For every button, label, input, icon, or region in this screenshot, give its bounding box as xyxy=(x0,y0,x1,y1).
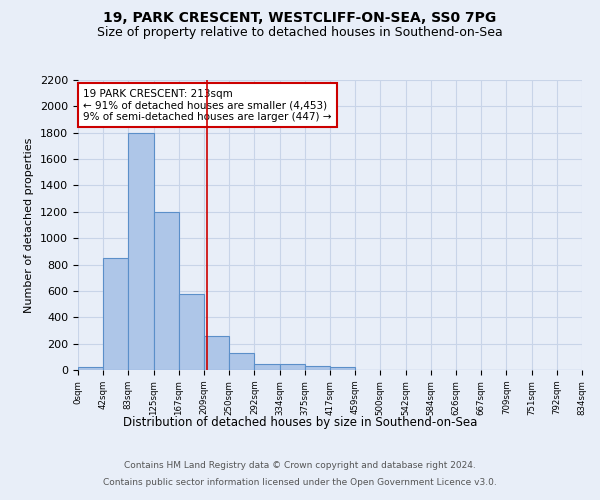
Bar xyxy=(179,294,205,370)
Text: Distribution of detached houses by size in Southend-on-Sea: Distribution of detached houses by size … xyxy=(123,416,477,429)
Bar xyxy=(280,364,305,370)
Text: Contains HM Land Registry data © Crown copyright and database right 2024.: Contains HM Land Registry data © Crown c… xyxy=(124,462,476,470)
Bar xyxy=(229,353,254,370)
Bar xyxy=(154,212,179,370)
Bar xyxy=(128,132,154,370)
Bar xyxy=(103,258,128,370)
Text: 19 PARK CRESCENT: 213sqm
← 91% of detached houses are smaller (4,453)
9% of semi: 19 PARK CRESCENT: 213sqm ← 91% of detach… xyxy=(83,88,332,122)
Bar xyxy=(205,336,229,370)
Y-axis label: Number of detached properties: Number of detached properties xyxy=(25,138,34,312)
Bar xyxy=(78,366,103,370)
Text: Contains public sector information licensed under the Open Government Licence v3: Contains public sector information licen… xyxy=(103,478,497,487)
Text: Size of property relative to detached houses in Southend-on-Sea: Size of property relative to detached ho… xyxy=(97,26,503,39)
Bar xyxy=(305,366,330,370)
Bar xyxy=(254,364,280,370)
Text: 19, PARK CRESCENT, WESTCLIFF-ON-SEA, SS0 7PG: 19, PARK CRESCENT, WESTCLIFF-ON-SEA, SS0… xyxy=(103,10,497,24)
Bar xyxy=(330,368,355,370)
